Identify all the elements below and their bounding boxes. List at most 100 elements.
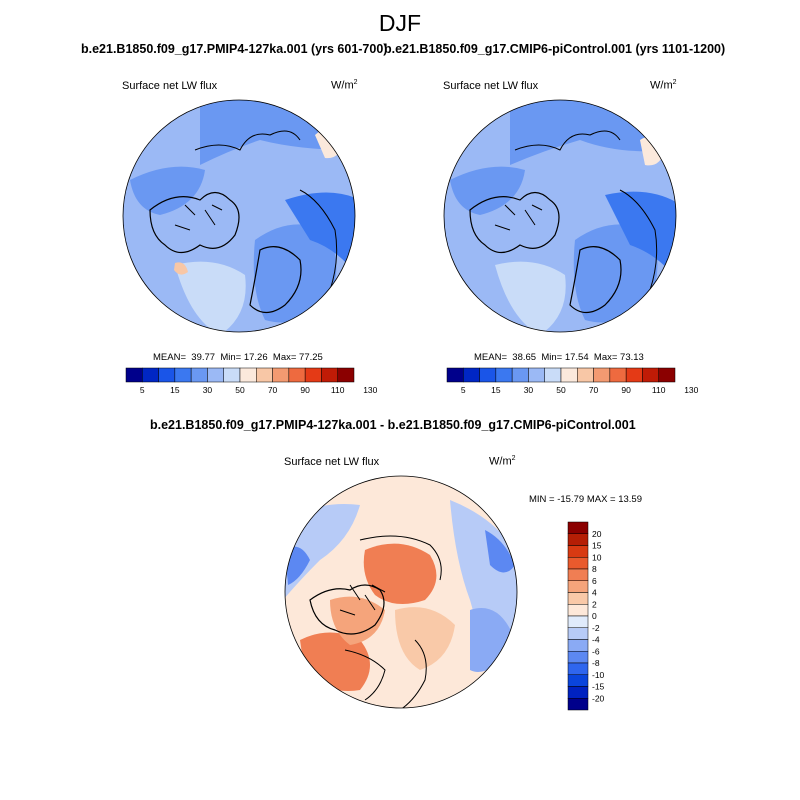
colorbar-diff-tick-label: 15	[592, 541, 602, 551]
mean-value-right: 38.65	[512, 352, 537, 363]
colorbar-right-swatch	[479, 367, 497, 383]
colorbar-left-swatch	[272, 367, 290, 383]
field-label-left: Surface net LW flux	[122, 80, 218, 92]
max-label-right: Max=	[593, 352, 618, 363]
region-l5	[175, 261, 246, 332]
colorbar-diff-tick-label: 8	[592, 564, 597, 574]
colorbar-diff-swatch	[567, 686, 589, 699]
min-value-left: 17.26	[243, 352, 268, 363]
units-base-diff: W/m	[489, 455, 512, 468]
colorbar-right-swatch	[495, 367, 513, 383]
colorbar-diff-swatch	[567, 615, 589, 628]
stats-left: MEAN= 39.77 Min= 17.26 Max= 77.25	[153, 352, 323, 363]
mean-value-left: 39.77	[191, 352, 216, 363]
max-label-left: Max=	[272, 352, 297, 363]
colorbar-diff-swatch	[567, 592, 589, 605]
region-l2	[253, 224, 337, 323]
region-r3	[605, 191, 676, 285]
colorbar-left-tick-label: 15	[170, 385, 180, 395]
field-label-diff: Surface net LW flux	[284, 456, 380, 468]
colorbar-left-swatch	[304, 367, 322, 383]
coast-l5	[174, 204, 223, 231]
colorbar-diff-tick-label: 4	[592, 588, 597, 598]
region-r4	[450, 166, 525, 215]
units-exp-right: 2	[672, 79, 677, 86]
coast-d3	[399, 639, 427, 708]
colorbar-left-swatch	[239, 367, 257, 383]
colorbar-diff-swatch	[567, 627, 589, 640]
min-label-right: Min=	[541, 352, 563, 363]
colorbar-diff-tick-label: 0	[592, 611, 597, 621]
coast-r4	[619, 189, 658, 291]
colorbar-left-swatch	[223, 367, 241, 383]
colorbar-right-tick-label: 5	[461, 385, 466, 395]
coast-l3	[194, 130, 301, 151]
colorbar-diff-swatch	[567, 521, 589, 534]
map-left-outline	[122, 99, 356, 333]
region-l3	[285, 192, 355, 280]
colorbar-right-tick-label: 110	[652, 385, 666, 395]
colorbar-diff-tick-label: 2	[592, 599, 597, 609]
coast-r1	[469, 191, 560, 254]
field-label-right: Surface net LW flux	[443, 80, 539, 92]
page-title: DJF	[378, 10, 422, 36]
colorbar-left-swatch	[288, 367, 306, 383]
panel-title-left: b.e21.B1850.f09_g17.PMIP4-127ka.001 (yrs…	[81, 42, 388, 56]
coast-d4	[344, 649, 386, 701]
colorbar-right-tick-label: 90	[621, 385, 631, 395]
colorbar-left: 5 15 30 50 70 90 110 130	[125, 367, 378, 395]
region-d9	[395, 607, 455, 670]
region-l4	[130, 166, 205, 215]
colorbar-left-tick-label: 90	[300, 385, 310, 395]
panel-title-right: b.e21.B1850.f09_g17.CMIP6-piControl.001 …	[384, 42, 726, 56]
coast-l2	[249, 246, 302, 314]
units-label-left: W/m2	[331, 79, 358, 92]
colorbar-right-tick-label: 30	[524, 385, 534, 395]
coast-r2	[569, 246, 622, 314]
colorbar-diff-tick-label: 10	[592, 552, 602, 562]
colorbar-right-swatch	[609, 367, 627, 383]
units-exp-left: 2	[353, 79, 358, 86]
map-right	[444, 100, 676, 332]
colorbar-diff-swatch	[567, 557, 589, 570]
units-base-left: W/m	[331, 79, 354, 92]
units-label-diff: W/m2	[489, 455, 516, 468]
colorbar-left-swatch	[321, 367, 338, 383]
colorbar-right-tick-label: 50	[556, 385, 566, 395]
colorbar-right-tick-label: 70	[589, 385, 599, 395]
colorbar-right: 5 15 30 50 70 90 110 130	[446, 367, 699, 395]
coast-r5	[494, 204, 543, 231]
colorbar-left-swatch	[174, 367, 192, 383]
region-d4	[485, 530, 515, 573]
coast-d1	[309, 584, 385, 635]
map-right-outline	[443, 99, 677, 333]
colorbar-diff-swatch	[567, 698, 589, 711]
min-label-left: Min=	[220, 352, 242, 363]
colorbar-right-tick-label: 15	[491, 385, 501, 395]
colorbar-diff-tick-label: -15	[592, 682, 605, 692]
colorbar-right-swatch	[544, 367, 562, 383]
colorbar-diff-tick-label: -4	[592, 635, 600, 645]
stats-right: MEAN= 38.65 Min= 17.54 Max= 73.13	[474, 352, 644, 363]
region-r2	[573, 224, 658, 323]
colorbar-left-swatch	[256, 367, 273, 383]
panel-title-diff: b.e21.B1850.f09_g17.PMIP4-127ka.001 - b.…	[150, 418, 636, 432]
region-d6	[363, 543, 437, 604]
colorbar-right-swatch	[463, 367, 480, 383]
units-exp-diff: 2	[511, 455, 516, 462]
colorbar-right-swatch	[560, 367, 578, 383]
colorbar-diff-swatch	[567, 651, 589, 664]
colorbar-right-swatch	[528, 367, 545, 383]
minmax-diff: MIN = -15.79 MAX = 13.59	[529, 494, 643, 505]
colorbar-right-swatch	[642, 367, 659, 383]
colorbar-diff-tick-label: 20	[592, 529, 602, 539]
colorbar-left-tick-label: 50	[235, 385, 245, 395]
colorbar-left-swatch	[190, 367, 208, 383]
colorbar-left-tick-label: 5	[140, 385, 145, 395]
coast-l4	[299, 189, 338, 291]
coast-d5	[339, 584, 386, 616]
region-l6	[174, 262, 188, 275]
region-r5	[495, 261, 566, 332]
colorbar-right-swatch	[446, 367, 464, 383]
mean-label-left: MEAN=	[153, 352, 186, 363]
